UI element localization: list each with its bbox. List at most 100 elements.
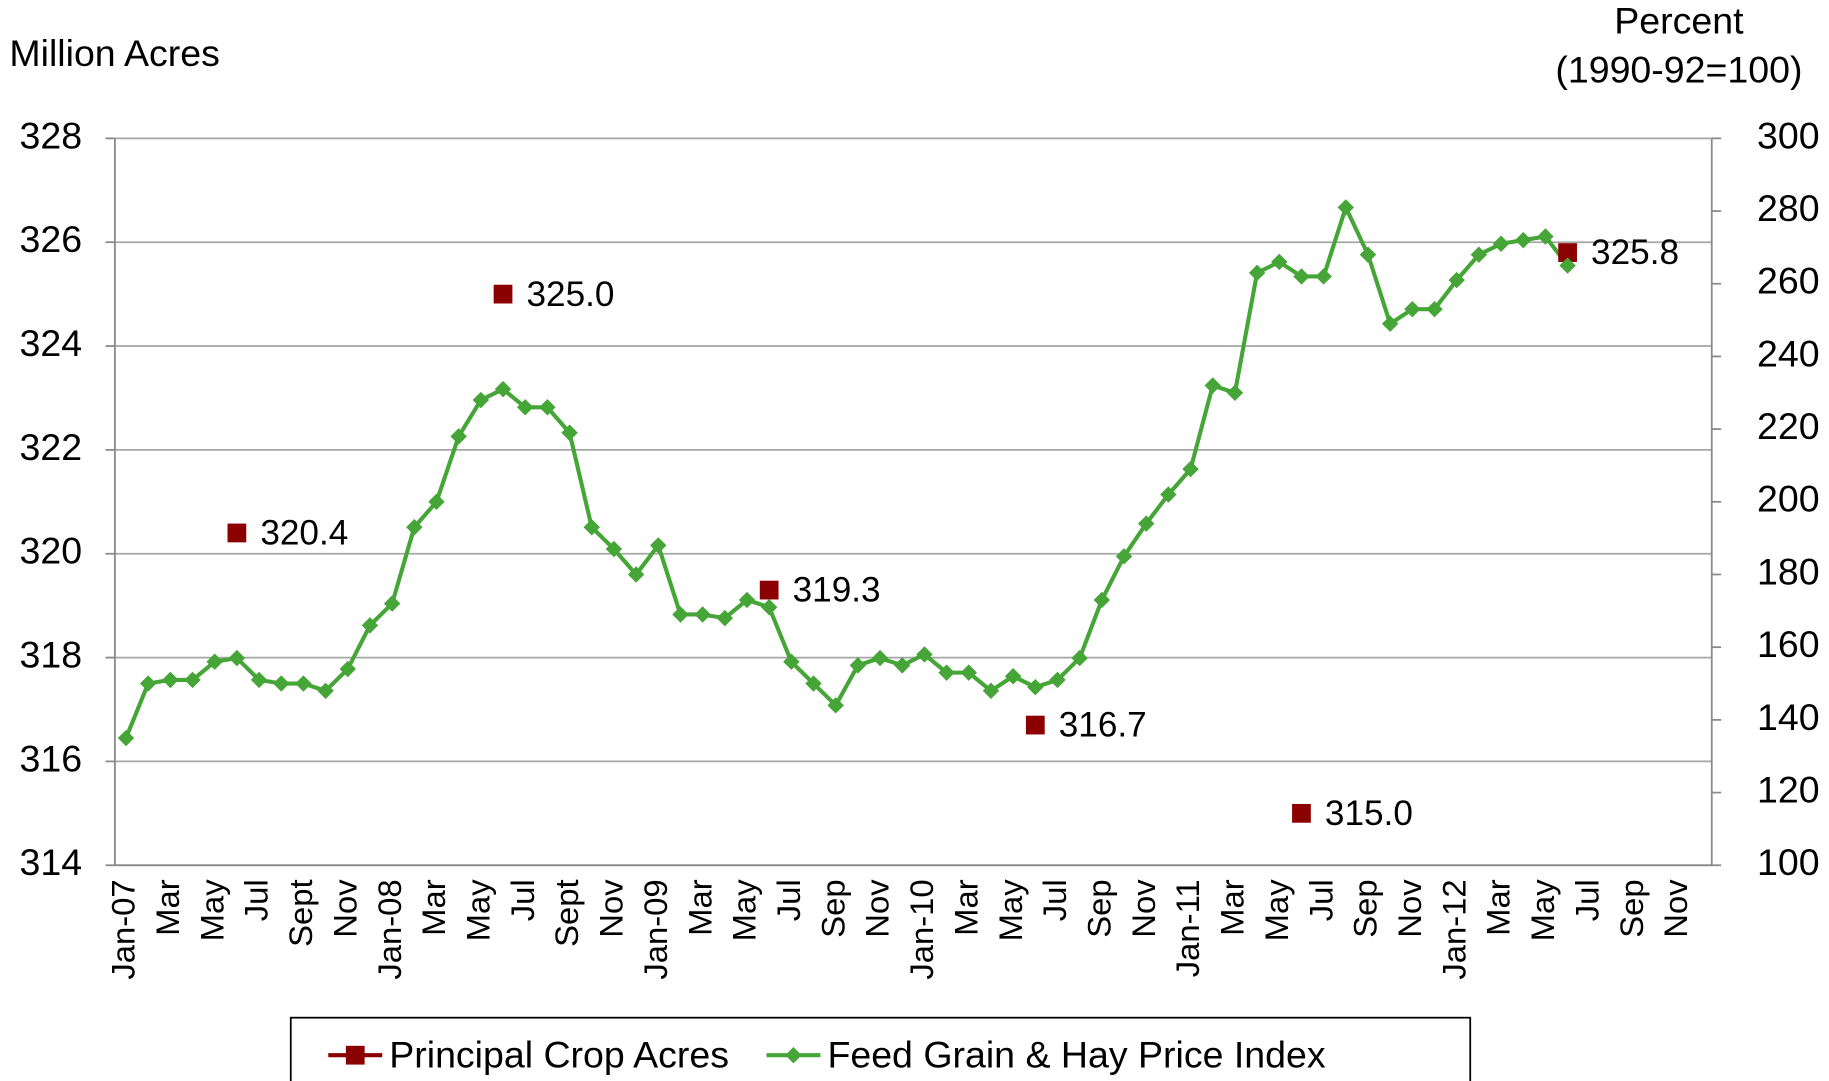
point	[1559, 257, 1576, 274]
x-tick-label: Jan-10	[903, 879, 940, 979]
point	[561, 424, 578, 441]
x-tick-label: Jan-11	[1169, 879, 1206, 977]
x-tick-label: Mar	[1480, 879, 1517, 936]
y2-axis-label: Percent	[1614, 0, 1744, 41]
point	[1025, 715, 1045, 735]
x-tick-label: Nov	[593, 879, 630, 938]
point	[1404, 300, 1421, 318]
point	[805, 675, 822, 692]
x-tick-label: Sep	[1081, 879, 1118, 937]
point	[1359, 246, 1377, 263]
x-tick-label: Sept	[282, 879, 319, 947]
x-tick-label: May	[460, 879, 497, 942]
point	[227, 523, 247, 543]
point	[1558, 243, 1577, 262]
x-tick-label: May	[992, 879, 1029, 942]
point	[428, 493, 445, 511]
x-tick-label: May	[193, 879, 230, 942]
x-tick-label: Jan-09	[637, 879, 674, 979]
x-tick-label: Jul	[238, 879, 275, 921]
point	[1515, 231, 1532, 249]
data-label: 320.4	[260, 514, 348, 553]
x-tick-label: Jul	[504, 879, 541, 921]
data-label: 319.3	[793, 571, 881, 610]
y-tick-label: 326	[19, 218, 82, 260]
y-tick-label: 314	[19, 841, 82, 883]
x-tick-label: Jul	[1036, 879, 1073, 921]
point	[1248, 264, 1266, 282]
x-tick-label: Jan-08	[371, 879, 408, 979]
y-axis-label: Million Acres	[9, 32, 219, 74]
y2-tick-label: 300	[1757, 114, 1820, 156]
y2-tick-label: 280	[1757, 187, 1820, 229]
point	[672, 606, 689, 623]
x-tick-label: Nov	[859, 879, 896, 938]
x-tick-label: Jan-07	[105, 879, 142, 979]
point	[1115, 548, 1133, 565]
y-tick-label: 322	[19, 426, 82, 468]
point	[1226, 384, 1244, 401]
x-tick-label: Mar	[681, 879, 718, 936]
y-tick-label: 318	[19, 633, 82, 675]
y2-tick-label: 160	[1757, 623, 1820, 665]
point	[938, 664, 955, 681]
legend-box	[289, 1016, 1472, 1081]
line	[124, 205, 1570, 739]
point	[1492, 235, 1510, 252]
point	[1381, 315, 1399, 332]
data-label: 315.0	[1325, 794, 1413, 833]
point	[1292, 803, 1311, 823]
point	[228, 649, 246, 667]
point	[184, 671, 201, 689]
point	[472, 391, 490, 409]
data-label: 325.8	[1591, 233, 1679, 272]
y2-tick-label: 200	[1757, 478, 1820, 520]
point	[694, 606, 711, 623]
point	[1337, 199, 1355, 216]
point	[783, 653, 800, 670]
x-tick-label: Jul	[1568, 879, 1605, 921]
point	[871, 649, 889, 667]
legend-label: Principal Crop Acres	[389, 1033, 729, 1075]
point	[1537, 228, 1554, 245]
point	[139, 675, 157, 692]
y2-tick-label: 100	[1757, 841, 1820, 883]
y2-axis-label: (1990-92=100)	[1555, 49, 1802, 91]
x-tick-label: Sep	[814, 879, 851, 937]
point	[1137, 515, 1155, 532]
point	[1071, 649, 1088, 667]
point	[117, 729, 135, 747]
x-tick-label: Mar	[149, 879, 186, 936]
x-tick-label: May	[1258, 879, 1295, 942]
y-tick-label: 324	[19, 322, 82, 364]
legend-label: Feed Grain & Hay Price Index	[827, 1033, 1325, 1075]
point	[493, 284, 513, 304]
x-tick-label: Nov	[1125, 879, 1162, 938]
x-tick-label: Jan-12	[1435, 879, 1472, 979]
y2-tick-label: 240	[1757, 332, 1820, 374]
x-tick-label: Nov	[1391, 879, 1428, 938]
y-tick-label: 316	[19, 737, 82, 779]
point	[1049, 671, 1066, 689]
x-tick-label: Mar	[1214, 879, 1251, 936]
point	[339, 660, 356, 678]
point	[317, 682, 334, 700]
y2-tick-label: 140	[1757, 696, 1820, 738]
point	[1426, 300, 1443, 318]
y2-tick-label: 260	[1757, 260, 1820, 302]
x-tick-label: Nov	[326, 879, 363, 938]
x-tick-label: Sep	[1347, 879, 1384, 937]
point	[450, 428, 467, 445]
y-tick-label: 320	[19, 530, 82, 572]
legend-marker	[345, 1045, 365, 1065]
x-tick-label: May	[726, 879, 763, 942]
x-tick-label: Sep	[1613, 879, 1650, 937]
point	[1004, 668, 1022, 685]
x-tick-label: Nov	[1657, 879, 1694, 938]
y2-tick-label: 180	[1757, 550, 1820, 592]
point	[650, 537, 667, 554]
y2-tick-label: 120	[1757, 768, 1820, 810]
point	[1204, 377, 1221, 394]
